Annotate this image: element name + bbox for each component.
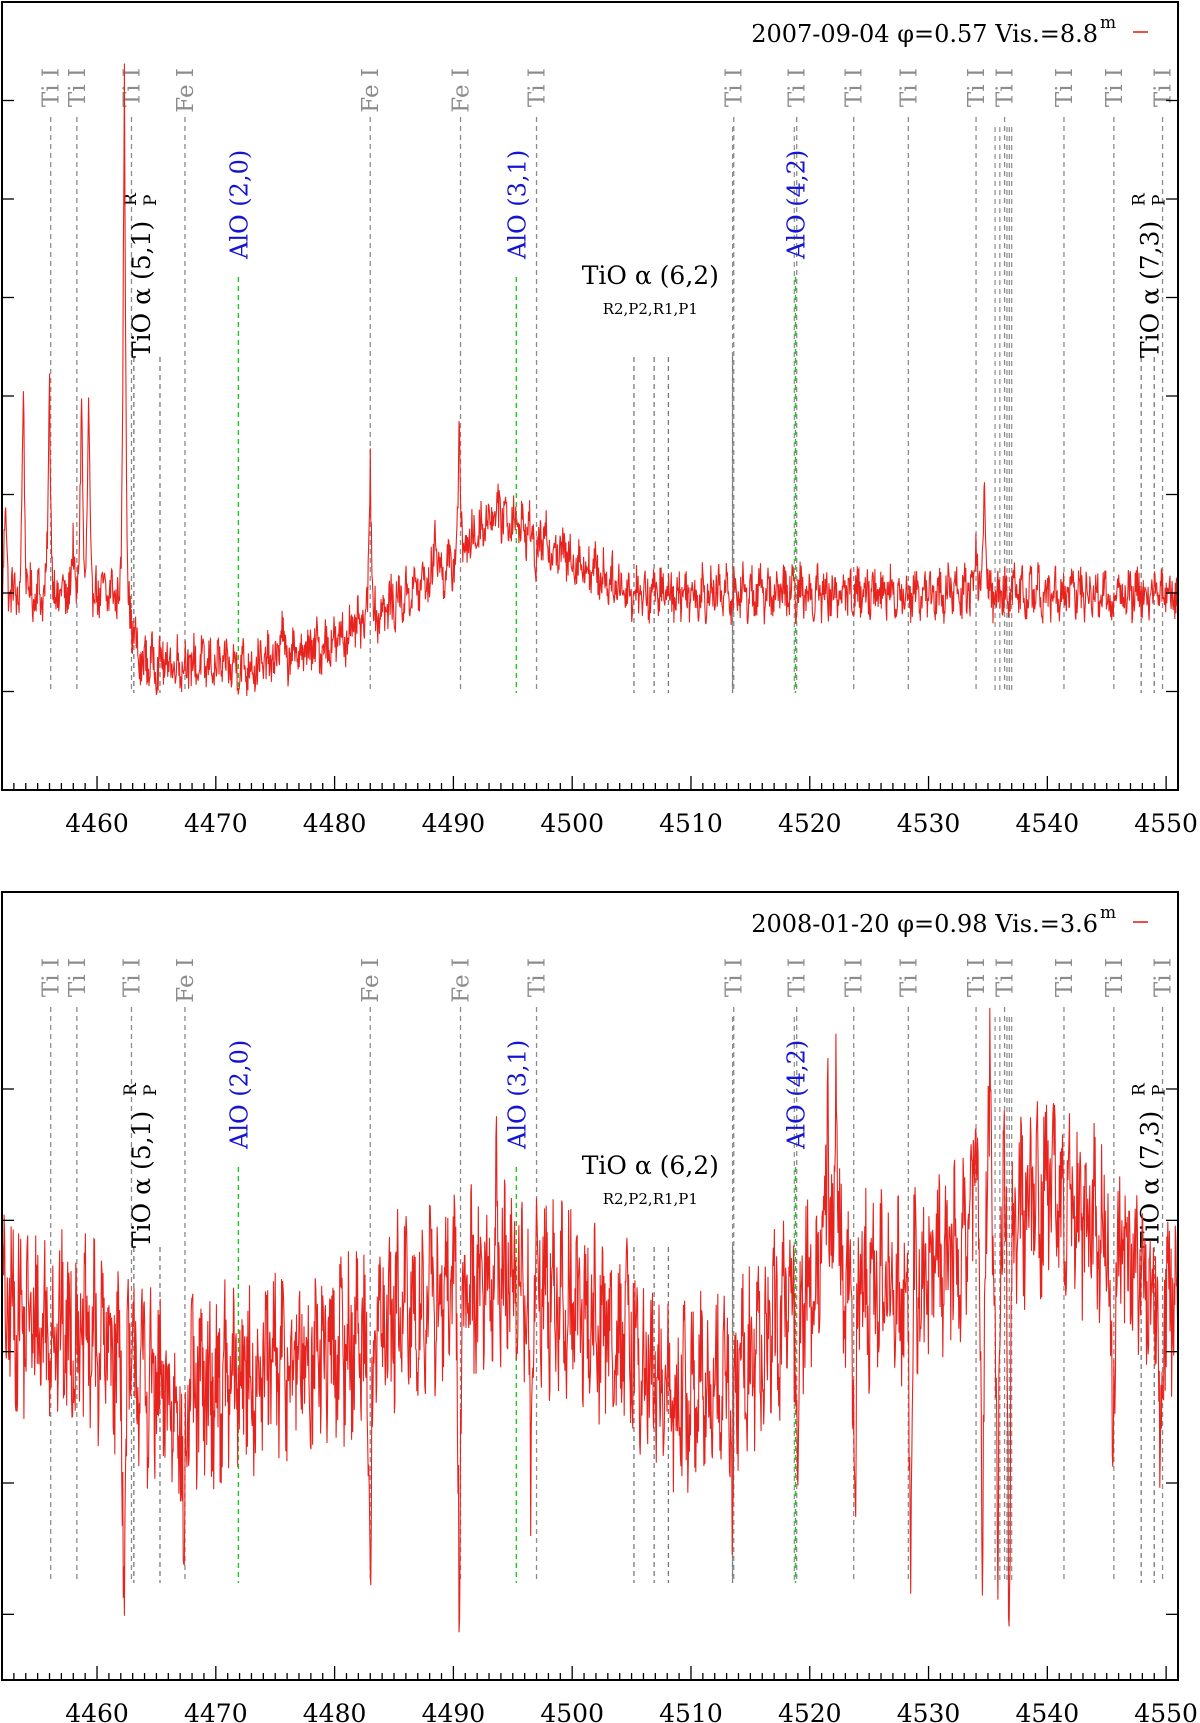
atomic-line-label: Ti I: [39, 958, 65, 997]
x-tick-label: 4470: [184, 1699, 248, 1723]
x-tick-label: 4540: [1016, 1699, 1080, 1723]
tio-band-sup: R: [1129, 192, 1149, 206]
tio-band-label-group: TiO α (5,1) R P: [121, 1082, 161, 1248]
tio-branch-label: R2,P2,R1,P1: [603, 1190, 698, 1208]
x-tick-label: 4510: [659, 809, 723, 838]
atomic-line-label: Fe I: [358, 958, 384, 1003]
alo-band-label: AlO (4,2): [783, 150, 811, 260]
tio-band-sub: P: [141, 1085, 161, 1096]
x-tick-label: 4520: [778, 1699, 842, 1723]
tio-band-label: TiO α (5,1): [127, 221, 156, 358]
x-tick-label: 4530: [897, 809, 961, 838]
x-tick-label: 4490: [422, 809, 486, 838]
atomic-line-label: Ti I: [896, 958, 922, 997]
tio-band-sub: P: [141, 195, 161, 206]
x-tick-label: 4460: [65, 1699, 129, 1723]
atomic-line-label: Fe I: [173, 68, 199, 113]
atomic-line-label: Ti I: [65, 68, 91, 107]
tio-branch-label: R2,P2,R1,P1: [603, 300, 698, 318]
atomic-line-label: Ti I: [1102, 68, 1128, 107]
tio-band-label: TiO α (7,3): [1135, 1111, 1164, 1248]
x-tick-label: 4460: [65, 809, 129, 838]
atomic-line-label: Ti I: [1151, 68, 1177, 107]
legend: 2008-01-20 φ=0.98 Vis.=3.6 m: [751, 903, 1148, 938]
atomic-line-label: Fe I: [173, 958, 199, 1003]
x-tick-label: 4500: [540, 1699, 604, 1723]
tio-band-sup: R: [121, 1082, 141, 1096]
x-tick-label: 4550: [1134, 809, 1198, 838]
atomic-line-label: Ti I: [964, 68, 990, 107]
atomic-line-label: Ti I: [722, 958, 748, 997]
alo-band-label: AlO (2,0): [225, 1040, 253, 1150]
x-tick-label: 4510: [659, 1699, 723, 1723]
x-tick-label: 4490: [422, 1699, 486, 1723]
atomic-line-label: Ti I: [119, 68, 145, 107]
atomic-line-label: Ti I: [722, 68, 748, 107]
atomic-line-label: Ti I: [525, 958, 551, 997]
tio-band-label-group: TiO α (5,1) R P: [121, 192, 161, 358]
tio-band-label: TiO α (6,2): [582, 1151, 719, 1180]
tio-band-sup: R: [121, 192, 141, 206]
atomic-line-label: Ti I: [993, 958, 1019, 997]
atomic-line-label: Ti I: [119, 958, 145, 997]
alo-band-label: AlO (2,0): [225, 150, 253, 260]
atomic-line-label: Ti I: [525, 68, 551, 107]
x-tick-label: 4540: [1016, 809, 1080, 838]
atomic-line-label: Ti I: [1052, 958, 1078, 997]
atomic-line-label: Ti I: [1052, 68, 1078, 107]
tio-band-label: TiO α (6,2): [582, 261, 719, 290]
tio-band-label: TiO α (5,1): [127, 1111, 156, 1248]
tio-band-label-group: TiO α (7,3) R P: [1129, 1082, 1169, 1248]
atomic-line-label: Ti I: [1102, 958, 1128, 997]
atomic-line-label: Ti I: [785, 958, 811, 997]
plot-frame: [1, 891, 1179, 1681]
atomic-line-label: Ti I: [896, 68, 922, 107]
panel-1: Ti I Ti I Ti I Fe I Fe I Fe I Ti I Ti I Ti I Ti I…: [1, 1, 1198, 838]
atomic-line-label: Ti I: [842, 958, 868, 997]
x-tick-label: 4480: [303, 1699, 367, 1723]
tio-band-label: TiO α (7,3): [1135, 221, 1164, 358]
panel-2: Ti I Ti I Ti I Fe I Fe I Fe I Ti I Ti I Ti I Ti I…: [1, 891, 1198, 1723]
atomic-line-label: Ti I: [1151, 958, 1177, 997]
x-tick-label: 4470: [184, 809, 248, 838]
alo-band-label: AlO (3,1): [503, 150, 531, 260]
tio-band-label-group: TiO α (7,3) R P: [1129, 192, 1169, 358]
tio-band-sub: P: [1149, 195, 1169, 206]
atomic-line-label: Fe I: [449, 68, 475, 113]
alo-band-label: AlO (4,2): [783, 1040, 811, 1150]
atomic-line-label: Fe I: [358, 68, 384, 113]
x-tick-label: 4550: [1134, 1699, 1198, 1723]
atomic-line-label: Fe I: [449, 958, 475, 1003]
tio-band-sub: P: [1149, 1085, 1169, 1096]
spectrum-series-line: [1, 1007, 1179, 1633]
atomic-line-label: Ti I: [65, 958, 91, 997]
x-tick-label: 4530: [897, 1699, 961, 1723]
legend-label: 2008-01-20 φ=0.98 Vis.=3.6: [751, 910, 1098, 938]
atomic-line-label: Ti I: [993, 68, 1019, 107]
legend-sup: m: [1100, 13, 1116, 33]
atomic-line-label: Ti I: [842, 68, 868, 107]
legend-label: 2007-09-04 φ=0.57 Vis.=8.8: [751, 20, 1098, 48]
alo-band-label: AlO (3,1): [503, 1040, 531, 1150]
atomic-line-label: Ti I: [785, 68, 811, 107]
x-tick-label: 4500: [540, 809, 604, 838]
x-tick-label: 4520: [778, 809, 842, 838]
tio-band-sup: R: [1129, 1082, 1149, 1096]
x-tick-label: 4480: [303, 809, 367, 838]
atomic-line-label: Ti I: [964, 958, 990, 997]
atomic-line-label: Ti I: [39, 68, 65, 107]
legend: 2007-09-04 φ=0.57 Vis.=8.8 m: [751, 13, 1148, 48]
spectrum-series-line: [1, 63, 1179, 697]
legend-sup: m: [1100, 903, 1116, 923]
